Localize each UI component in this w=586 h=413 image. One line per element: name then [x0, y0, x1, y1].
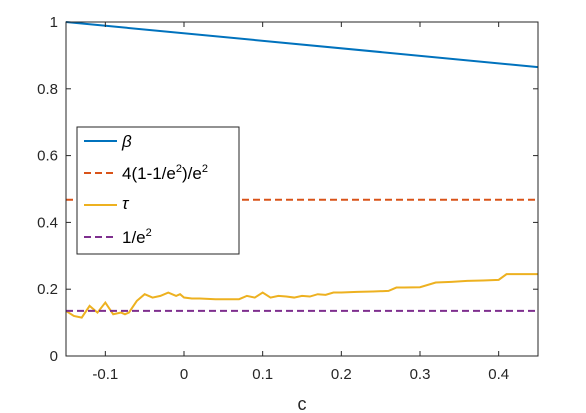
x-tick-label: 0.3 [410, 366, 431, 383]
x-tick-label: 0.1 [252, 366, 273, 383]
x-tick-label: 0 [180, 366, 188, 383]
plot-frame [65, 21, 539, 357]
y-tick-label: 0.2 [37, 281, 58, 298]
legend-label-purple: 1/e2 [122, 227, 152, 247]
x-tick-label: 0.2 [331, 366, 352, 383]
x-tick-label: -0.1 [92, 366, 118, 383]
legend-orange-part1: 4(1-1/e [122, 164, 176, 183]
legend-label-beta: β [121, 132, 132, 151]
tick-layer: -0.1 0 0.1 0.2 0.3 0.4 0 0.2 0.4 0.6 0.8 1 [37, 14, 538, 383]
x-axis-label: c [298, 394, 307, 413]
legend-orange-sup2: 2 [202, 163, 208, 175]
legend-label-orange: 4(1-1/e2)/e2 [122, 163, 208, 183]
y-tick-label: 0.6 [37, 148, 58, 165]
y-tick-label: 0.8 [37, 81, 58, 98]
legend-box [76, 126, 240, 255]
legend-label-tau: τ [122, 194, 130, 213]
legend-orange-sup1: 2 [176, 163, 182, 175]
y-tick-label: 0.4 [37, 214, 58, 231]
series-line-0 [65, 21, 539, 69]
series-line-2 [65, 273, 538, 319]
legend-purple-part1: 1/e [122, 228, 146, 247]
legend: β 4(1-1/e2)/e2 τ 1/e2 [76, 126, 240, 255]
legend-orange-part2: )/e [182, 164, 202, 183]
y-tick-label: 1 [50, 14, 58, 31]
x-tick-label: 0.4 [488, 366, 509, 383]
legend-purple-sup: 2 [146, 227, 152, 239]
y-tick-label: 0 [50, 348, 58, 365]
